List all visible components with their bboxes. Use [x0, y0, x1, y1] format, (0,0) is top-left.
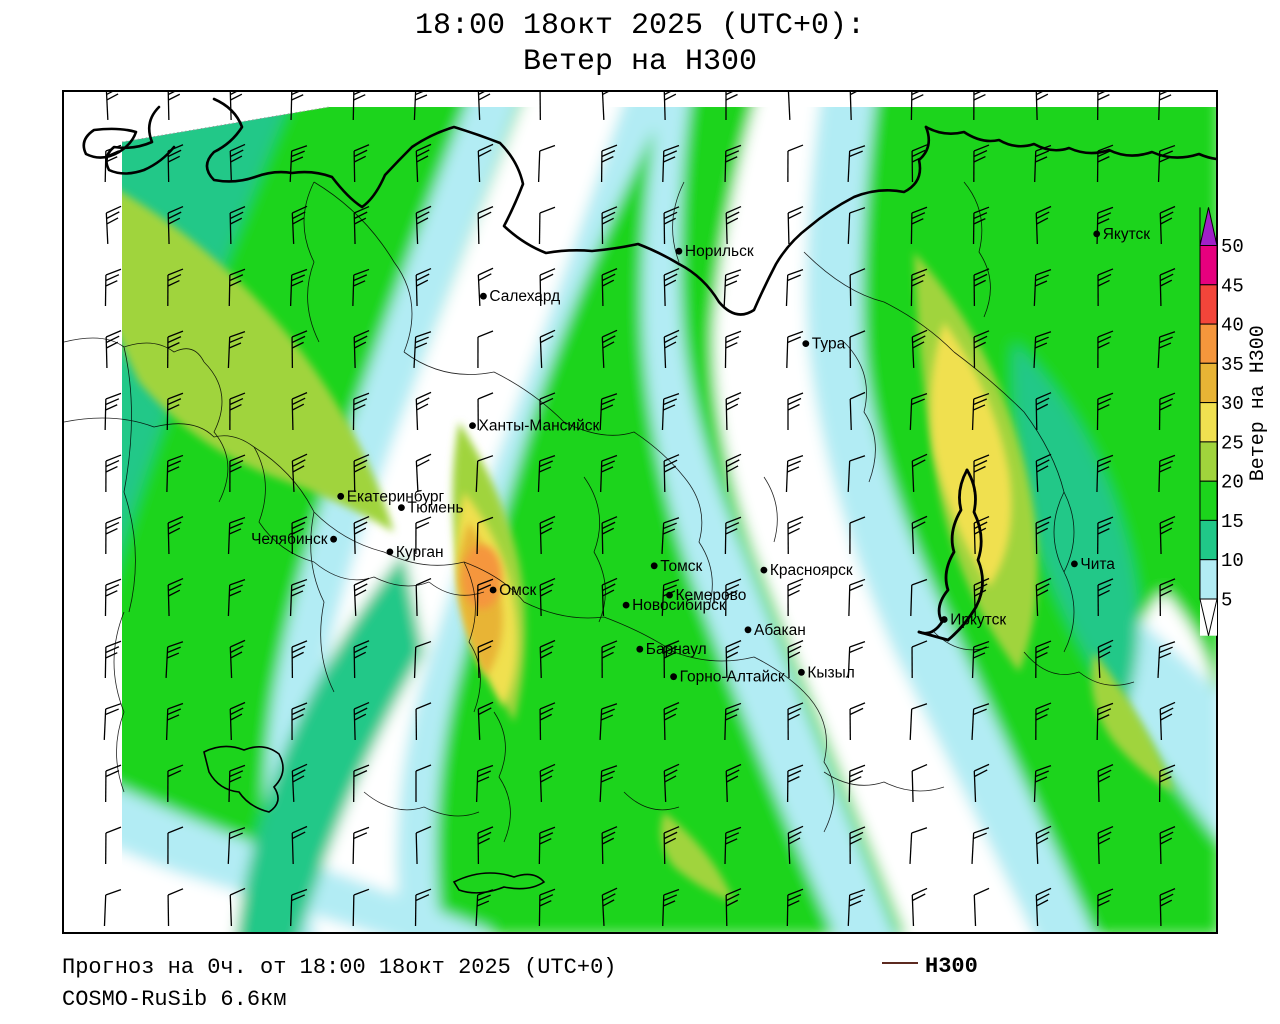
- svg-text:H300: H300: [925, 954, 978, 979]
